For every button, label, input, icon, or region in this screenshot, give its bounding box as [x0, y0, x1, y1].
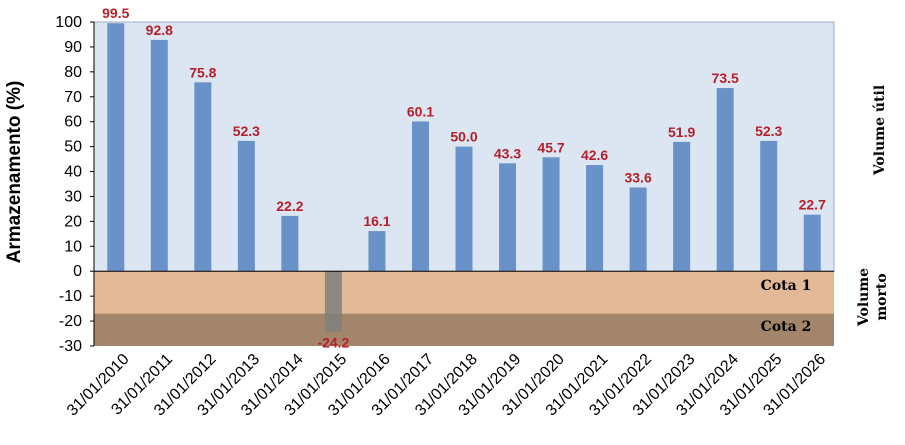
y-tick-label: -10 [59, 288, 82, 305]
volume-morto-label-line1: Volume [856, 268, 872, 327]
y-tick-label: 20 [64, 213, 82, 230]
cota1-zone [94, 271, 834, 314]
bar-31-01-2021 [586, 165, 604, 272]
data-label: 33.6 [624, 169, 651, 185]
volume-util-label: Volume útil [872, 85, 888, 176]
y-tick-label: -20 [59, 313, 82, 330]
y-tick-label: 10 [64, 238, 82, 255]
bar-31-01-2023 [673, 141, 691, 272]
y-tick-label: 0 [73, 263, 82, 280]
data-label: 22.7 [799, 197, 826, 213]
data-label: 51.9 [668, 124, 695, 140]
y-tick-label: 30 [64, 188, 82, 205]
y-tick-label: 60 [64, 114, 82, 131]
data-label: 42.6 [581, 147, 608, 163]
cota2-zone [94, 313, 834, 346]
bar-31-01-2018 [455, 146, 473, 272]
bar-31-01-2019 [499, 163, 517, 272]
data-label: 22.2 [276, 198, 303, 214]
y-tick-label: 40 [64, 164, 82, 181]
data-label: 52.3 [233, 123, 260, 139]
bar-31-01-2025 [760, 140, 778, 272]
data-label: 50.0 [450, 129, 477, 145]
bar-31-01-2024 [716, 88, 734, 272]
bar-31-01-2010 [107, 23, 125, 272]
data-label: 45.7 [537, 139, 564, 155]
y-tick-label: 50 [64, 139, 82, 156]
bar-31-01-2011 [150, 39, 168, 272]
data-label: 43.3 [494, 145, 521, 161]
bar-31-01-2020 [542, 157, 560, 272]
bar-31-01-2016 [368, 231, 386, 272]
bar-31-01-2017 [411, 121, 429, 272]
data-label: 73.5 [712, 70, 739, 86]
y-tick-label: -30 [59, 338, 82, 355]
data-label: 16.1 [363, 213, 390, 229]
data-label: 75.8 [189, 64, 216, 80]
cota2-label: Cota 2 [761, 319, 812, 335]
data-label: 60.1 [407, 103, 434, 119]
bar-31-01-2013 [237, 140, 255, 272]
y-tick-label: 80 [64, 64, 82, 81]
data-label: 92.8 [146, 22, 173, 38]
bar-31-01-2022 [629, 187, 647, 272]
bar-31-01-2015 [324, 271, 342, 332]
y-tick-label: 90 [64, 39, 82, 56]
volume-morto-label-line2: morto [874, 273, 890, 320]
cota1-label: Cota 1 [761, 278, 812, 294]
bar-31-01-2026 [803, 214, 821, 272]
y-tick-label: 100 [55, 14, 82, 31]
data-label: 52.3 [755, 123, 782, 139]
bar-31-01-2012 [194, 82, 212, 272]
data-label: 99.5 [102, 5, 129, 21]
data-label: -24.2 [317, 335, 349, 351]
y-axis-title: Armazenamento (%) [4, 81, 25, 264]
y-tick-label: 70 [64, 89, 82, 106]
bar-31-01-2014 [281, 215, 299, 272]
